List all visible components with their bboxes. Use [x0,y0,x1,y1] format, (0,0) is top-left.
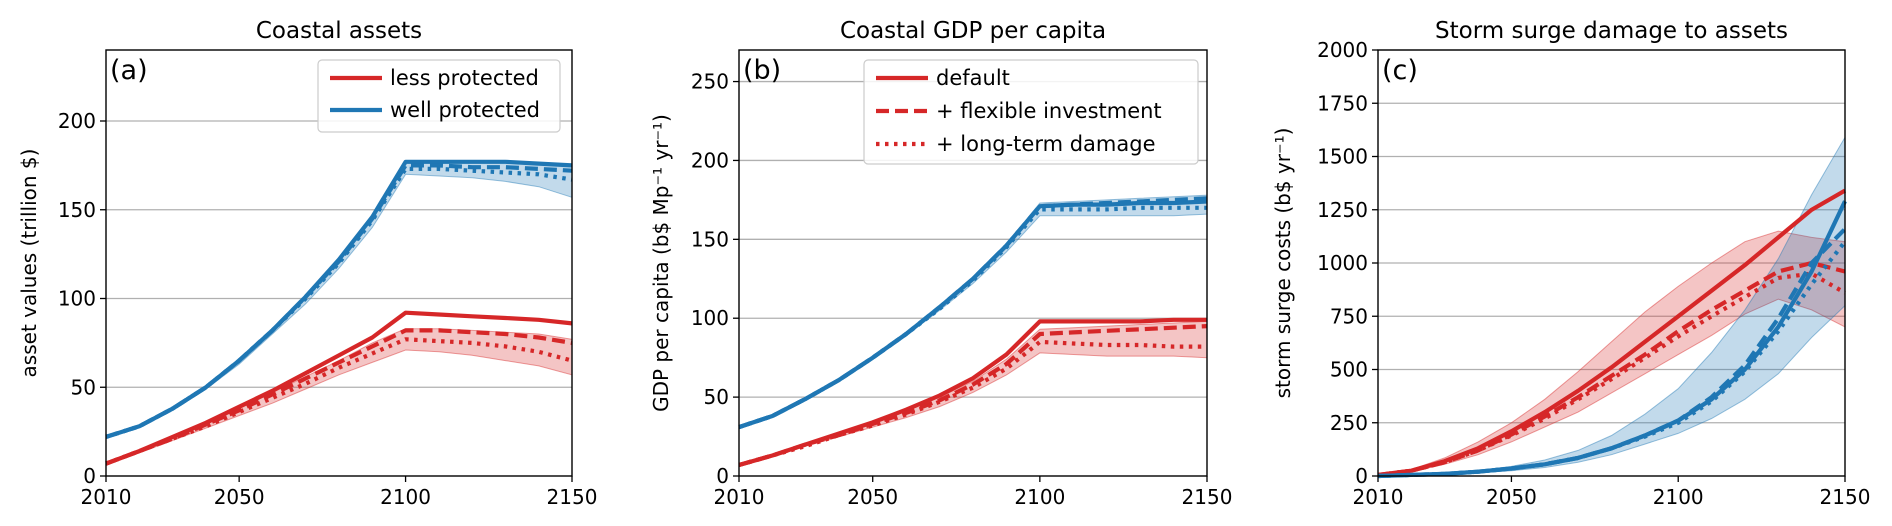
x-tick-label: 2150 [1820,485,1871,509]
legend: default + flexible investment + long-term … [863,59,1199,165]
panel-b: 2010 2050 2100 2150 0 50 100 150 200 250 Coastal G… [649,18,1232,509]
x-tick-label: 2150 [1182,485,1233,509]
x-tick-label: 2100 [380,485,431,509]
series-line-dotted [738,339,1207,468]
series-line-dashed [738,196,1208,430]
legend-label: less protected [390,66,539,90]
series-line-dashed [105,163,573,439]
legend-label: + flexible investment [936,99,1162,123]
x-tick-label: 2100 [1014,485,1065,509]
series-line-solid [105,159,573,439]
y-tick-label: 750 [1330,304,1368,328]
y-tick-label: 100 [58,287,96,311]
x-tick-label: 2100 [1653,485,1704,509]
y-axis-label: GDP per capita (b$ Mp⁻¹ yr⁻¹) [649,114,673,412]
y-tick-label: 1000 [1317,251,1368,275]
panel-c: 2010 2050 2100 2150 0 250 500 750 1000 1250 1500 17… [1271,18,1870,509]
x-tick-label: 2150 [547,485,598,509]
y-tick-label: 0 [83,464,96,488]
legend-box [863,59,1199,165]
panel-label: (b) [743,55,781,86]
axes-frame [105,49,573,477]
y-tick-label: 250 [691,70,729,94]
uncertainty-band [105,161,573,438]
legend: less protected well protected [317,59,561,133]
y-tick-label: 1500 [1317,145,1368,169]
legend-label: + long-term damage [936,132,1156,156]
panel-label: (c) [1382,55,1418,86]
uncertainty-band [1377,135,1846,477]
panel-title: Coastal assets [256,18,422,44]
y-tick-label: 1250 [1317,198,1368,222]
y-tick-label: 1750 [1317,91,1368,115]
series-line-dotted [1377,240,1847,479]
x-tick-label: 2010 [714,485,765,509]
x-tick-label: 2010 [1353,485,1404,509]
y-tick-label: 50 [704,385,729,409]
series-line-solid [738,199,1208,430]
y-tick-label: 200 [58,109,96,133]
y-axis-label: asset values (trillion $) [17,149,41,378]
y-tick-label: 500 [1330,358,1368,382]
panel-title: Storm surge damage to assets [1435,18,1788,44]
panel-title: Coastal GDP per capita [840,18,1106,44]
x-tick-label: 2010 [81,485,132,509]
x-tick-label: 2050 [1486,485,1537,509]
panel-label: (a) [110,55,148,86]
y-axis-label: storm surge costs (b$ yr⁻¹) [1271,128,1295,399]
series-line-dashed [1377,260,1846,477]
legend-label: default [936,66,1010,90]
y-tick-label: 200 [691,148,729,172]
x-tick-label: 2050 [847,485,898,509]
y-tick-label: 0 [716,464,729,488]
y-tick-label: 250 [1330,411,1368,435]
series-line-dotted [738,205,1207,430]
y-tick-label: 0 [1355,464,1368,488]
axes-frame [738,49,1208,477]
y-tick-label: 150 [691,227,729,251]
panel-a: 2010 2050 2100 2150 0 50 100 150 200 Coastal asse… [17,18,597,509]
series-line-dotted [105,337,573,466]
uncertainty-band [105,328,573,465]
legend-label: well protected [390,98,540,122]
y-tick-label: 100 [691,306,729,330]
y-tick-label: 150 [58,198,96,222]
series-line-dotted [105,166,573,439]
y-tick-label: 50 [71,375,96,399]
x-tick-label: 2050 [214,485,265,509]
series-line-dotted [1377,271,1847,477]
y-tick-label: 2000 [1317,38,1368,62]
